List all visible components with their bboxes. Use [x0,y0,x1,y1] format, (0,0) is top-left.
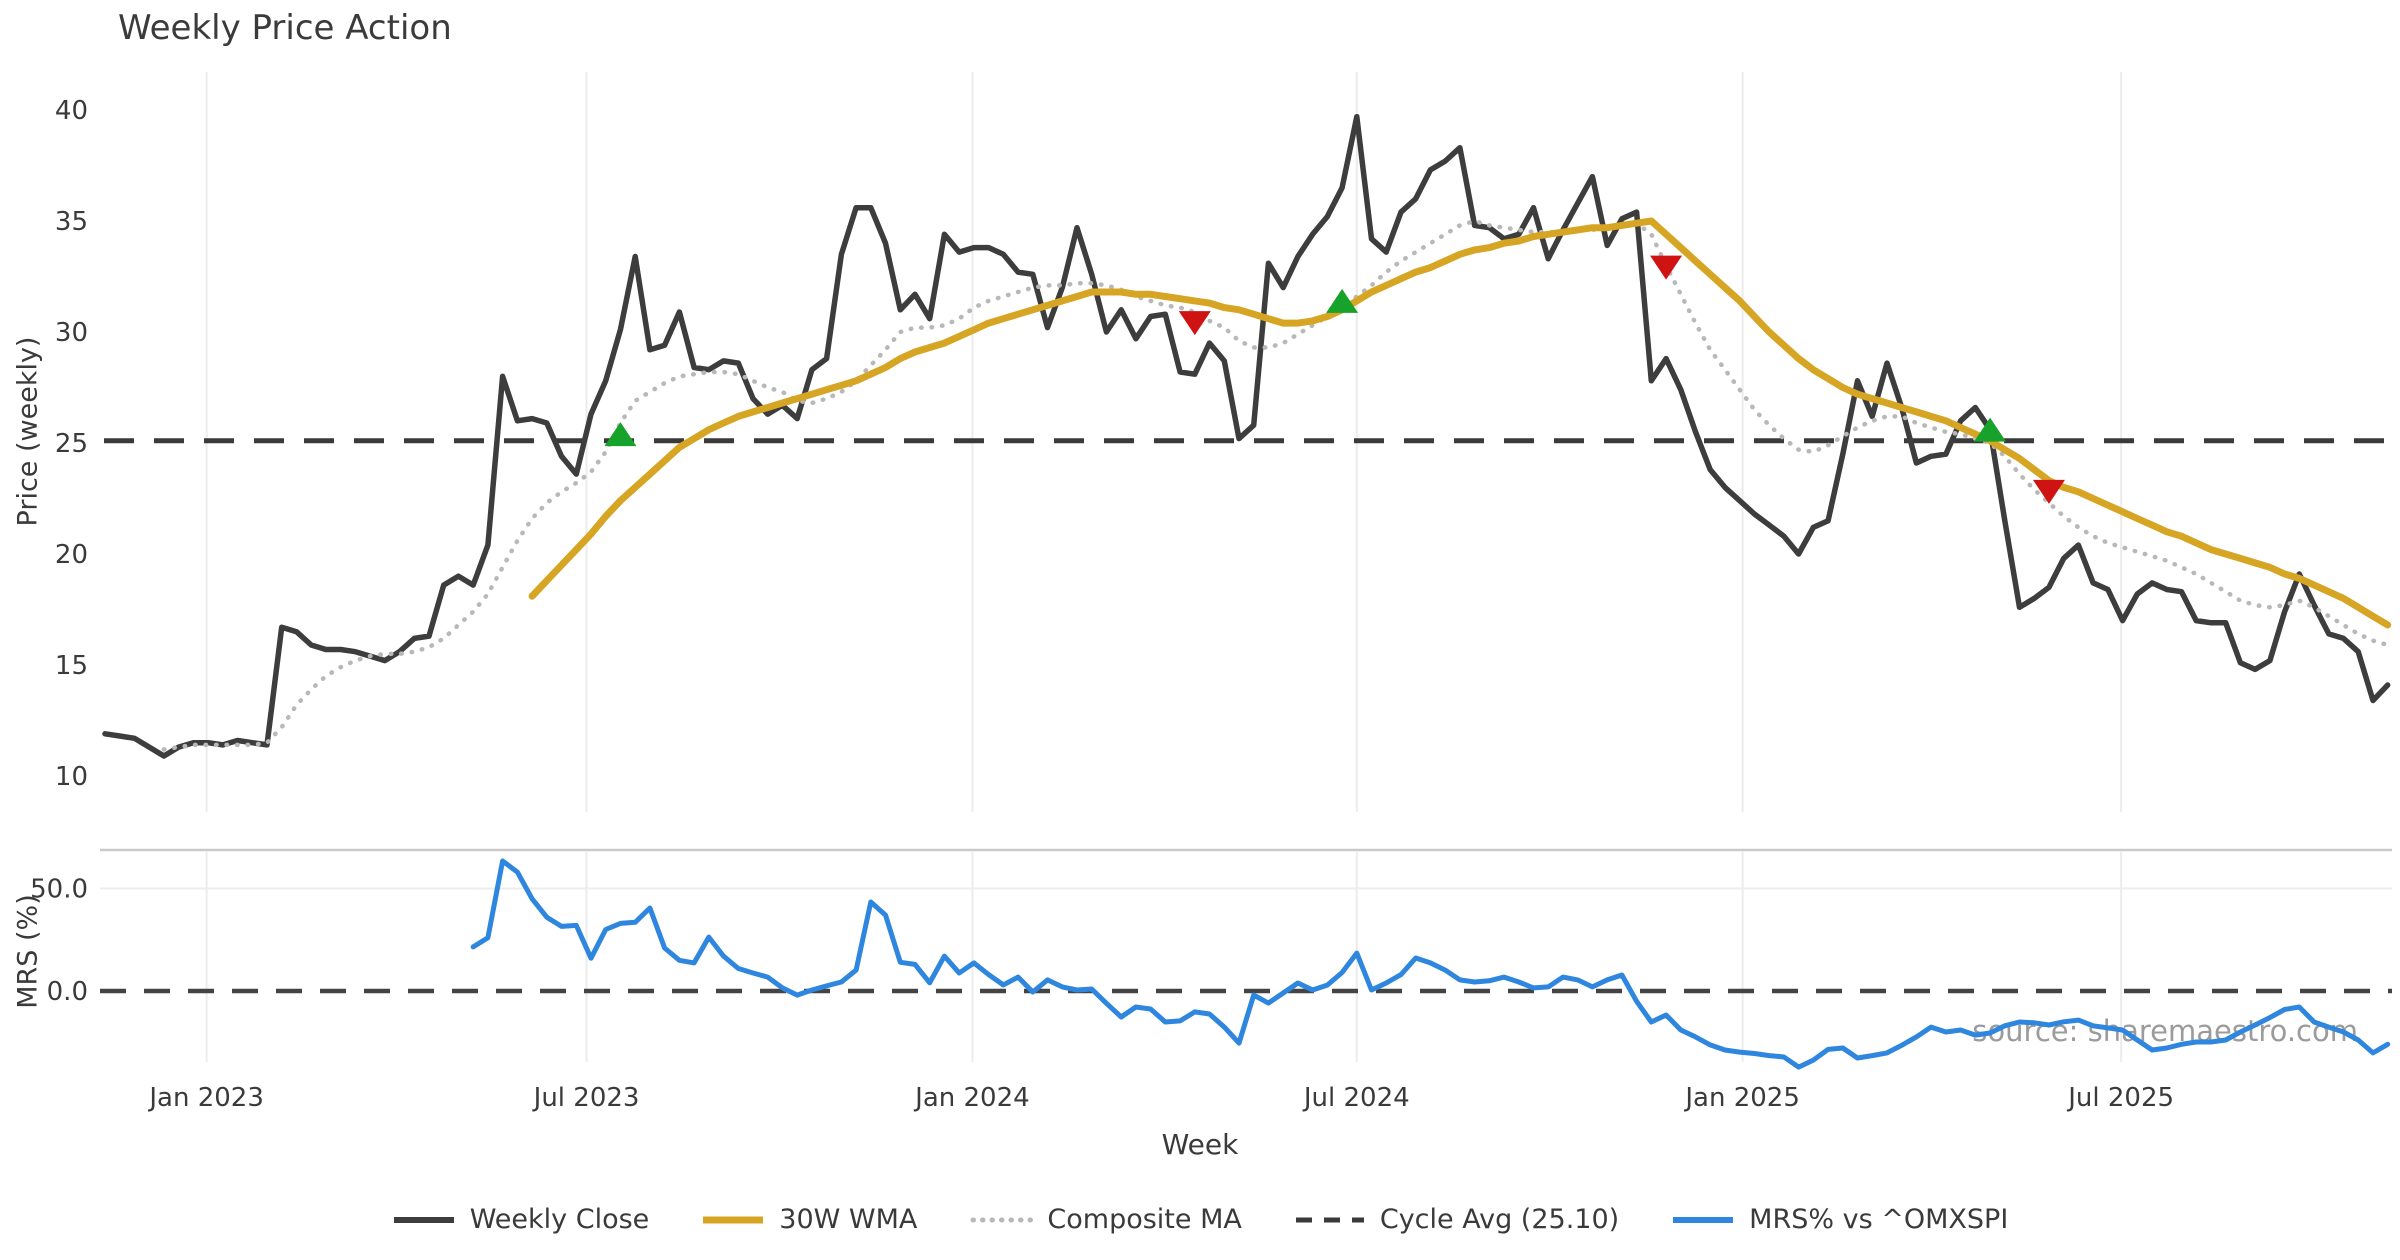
sell-signal-marker [2032,479,2065,504]
dotted-line-swatch-icon [970,1217,1034,1222]
solid-line-swatch-icon [1673,1216,1734,1223]
chart-legend: Weekly Close 30W WMA Composite MA Cycle … [0,1204,2400,1235]
legend-item-30w-wma: 30W WMA [701,1204,917,1235]
solid-line-swatch-icon [703,1216,764,1223]
x-tick-label: Jul 2024 [1302,1083,1410,1113]
price-tick-label: 25 [55,429,88,459]
legend-item-mrs: MRS% vs ^OMXSPI [1671,1204,2008,1235]
buy-signal-marker [604,422,637,447]
source-watermark: source: sharemaestro.com [1972,1014,2358,1048]
legend-item-cycle-avg: Cycle Avg (25.10) [1294,1204,1619,1235]
price-tick-label: 35 [55,207,88,237]
price-tick-label: 10 [55,762,88,792]
legend-label: MRS% vs ^OMXSPI [1749,1204,2009,1235]
sell-signal-marker [1650,255,1683,280]
legend-label: Composite MA [1047,1204,1242,1235]
series-composite-ma [161,218,2390,752]
mrs-tick-label: 50.0 [30,875,88,905]
sell-signal-marker [1178,311,1211,336]
solid-line-swatch-icon [393,1216,454,1223]
legend-label: 30W WMA [779,1204,918,1235]
dashed-line-swatch-icon [1295,1217,1364,1222]
x-tick-label: Jul 2025 [2066,1083,2174,1113]
legend-item-weekly-close: Weekly Close [392,1204,650,1235]
mrs-tick-label: 0.0 [47,977,88,1007]
legend-label: Weekly Close [469,1204,650,1235]
x-tick-label: Jan 2024 [913,1083,1030,1113]
x-axis-label: Week [1161,1128,1239,1161]
price-tick-label: 40 [55,96,88,126]
x-tick-label: Jul 2023 [532,1083,640,1113]
series-30w-wma [528,217,2392,629]
price-tick-label: 15 [55,651,88,681]
price-tick-label: 20 [55,540,88,570]
x-tick-label: Jan 2023 [147,1083,264,1113]
legend-label: Cycle Avg (25.10) [1379,1204,1620,1235]
legend-item-composite-ma: Composite MA [969,1204,1242,1235]
x-tick-label: Jan 2025 [1683,1083,1800,1113]
price-tick-label: 30 [55,318,88,348]
buy-signal-marker [1326,288,1359,313]
series-mrs-vs-omxspi [470,858,2391,1070]
series-weekly-close [102,113,2391,759]
page-title: Weekly Price Action [118,8,452,48]
buy-signal-marker [1974,417,2007,442]
